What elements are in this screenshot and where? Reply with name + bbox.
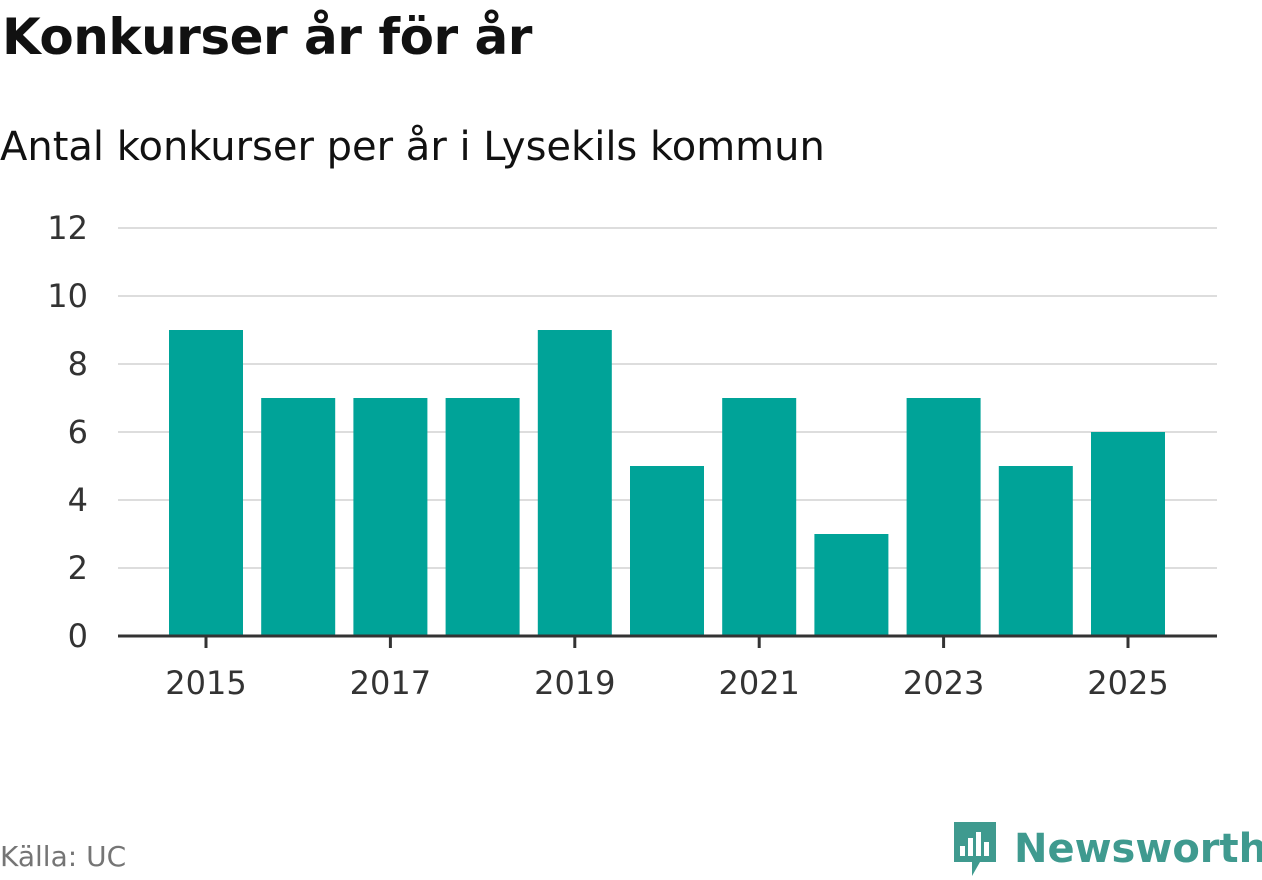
bar-2022	[814, 534, 889, 636]
y-tick-label: 10	[47, 277, 88, 315]
bar-2018	[445, 398, 520, 636]
x-tick-label: 2025	[1087, 664, 1168, 702]
bar-2016	[261, 398, 336, 636]
y-tick-label: 2	[68, 549, 88, 587]
bar-2021	[722, 398, 797, 636]
brand: Newsworthy	[950, 818, 1262, 880]
bar-2017	[353, 398, 428, 636]
x-tick-label: 2019	[534, 664, 615, 702]
y-tick-label: 0	[68, 617, 88, 655]
bar-2019	[537, 330, 612, 636]
x-tick-label: 2017	[350, 664, 431, 702]
newsworthy-logo-icon	[954, 822, 996, 876]
bar-2023	[906, 398, 981, 636]
bar-2025	[1091, 432, 1165, 636]
chart-subtitle: Antal konkurser per år i Lysekils kommun	[0, 124, 825, 170]
bar-2024	[998, 466, 1073, 636]
chart-title: Konkurser år för år	[2, 8, 532, 66]
x-axis-ticks: 2015 2017 2019 2021 2023 2025	[165, 636, 1169, 702]
y-tick-label: 12	[47, 209, 88, 247]
bars	[169, 330, 1165, 636]
bar-2020	[630, 466, 704, 636]
x-tick-label: 2023	[903, 664, 984, 702]
bar-2015	[169, 330, 243, 636]
brand-name: Newsworthy	[1014, 826, 1262, 872]
y-tick-label: 4	[68, 481, 88, 519]
y-tick-label: 8	[68, 345, 88, 383]
y-axis-ticks: 0 2 4 6 8 10 12	[47, 209, 88, 655]
source-label: Källa: UC	[0, 840, 127, 873]
x-tick-label: 2015	[165, 664, 246, 702]
y-tick-label: 6	[68, 413, 88, 451]
x-tick-label: 2021	[718, 664, 799, 702]
